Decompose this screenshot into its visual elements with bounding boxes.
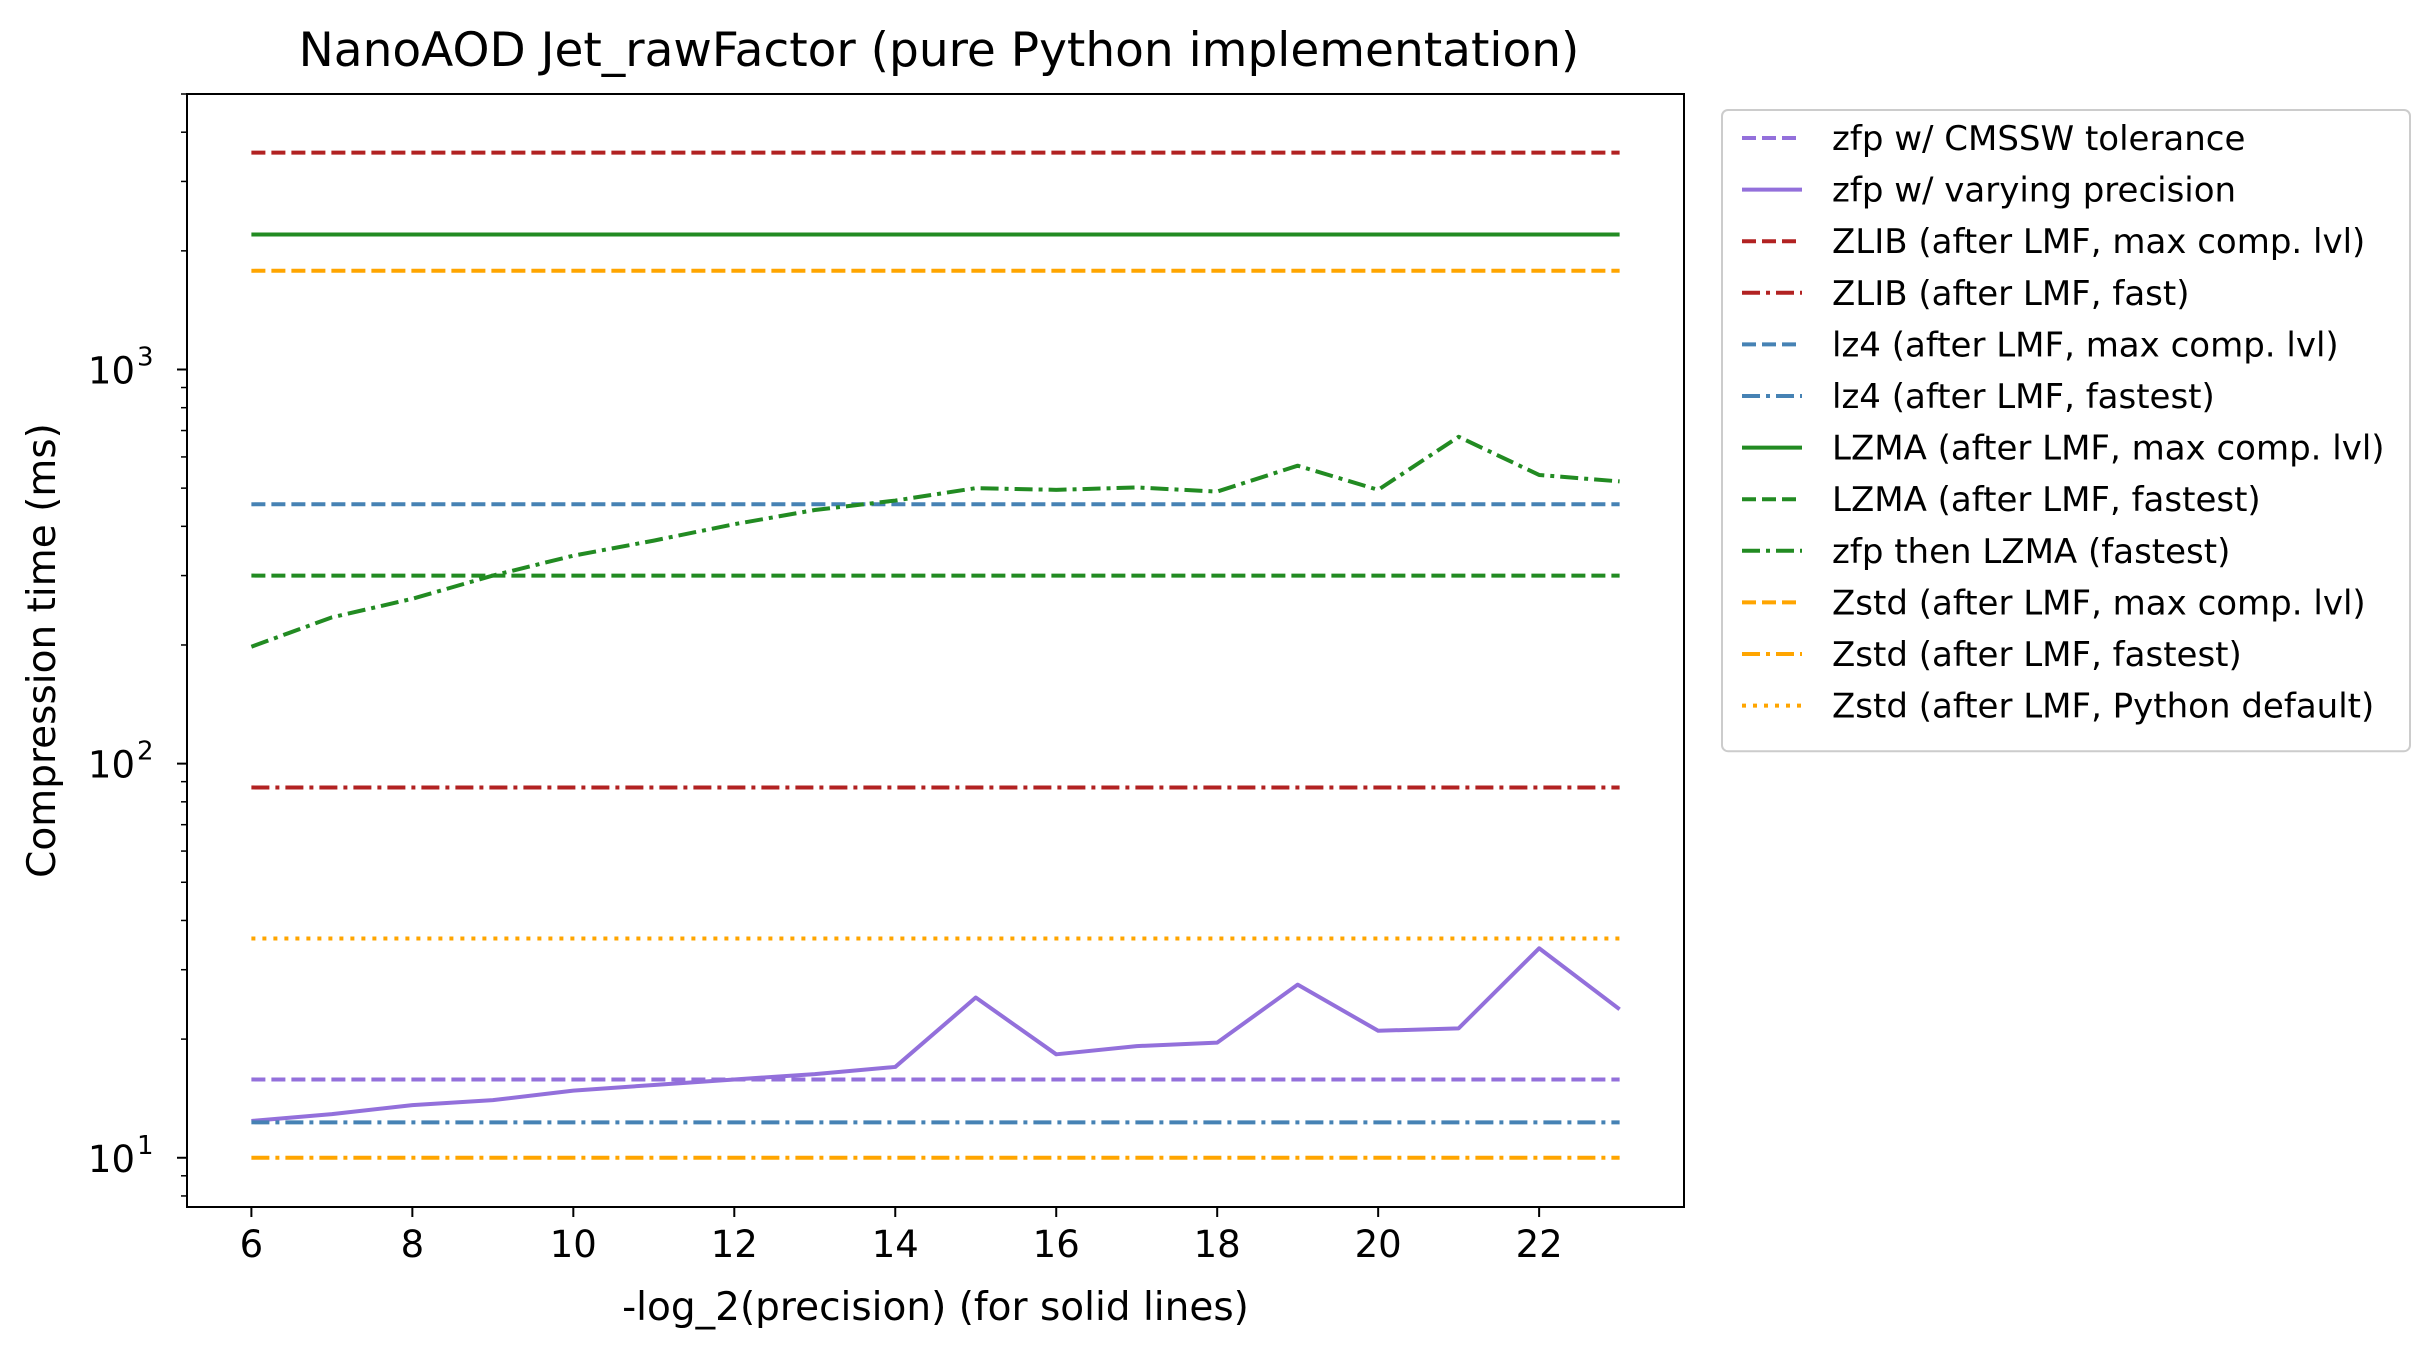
x-axis-label: -log_2(precision) (for solid lines) [622, 1285, 1249, 1330]
y-tick-label: 10 [88, 349, 135, 392]
legend-label: ZLIB (after LMF, fast) [1832, 274, 2189, 314]
legend: zfp w/ CMSSW tolerance zfp w/ varying pre… [1721, 109, 2411, 753]
y-tick-label: 10 [88, 744, 135, 787]
plot-area [250, 150, 1621, 1160]
legend-label: lz4 (after LMF, max comp. lvl) [1832, 325, 2339, 365]
legend-label: Zstd (after LMF, fastest) [1832, 635, 2242, 675]
x-tick-label: 14 [872, 1223, 919, 1266]
legend-label: zfp w/ CMSSW tolerance [1832, 119, 2245, 159]
y-axis-label: Compression time (ms) [20, 423, 65, 878]
legend-label: lz4 (after LMF, fastest) [1832, 377, 2215, 417]
x-tick-label: 22 [1516, 1223, 1563, 1266]
series-line-2 [251, 946, 1621, 1123]
legend-label: Zstd (after LMF, Python default) [1832, 687, 2374, 727]
legend-label: LZMA (after LMF, fastest) [1832, 480, 2261, 520]
x-tick-label: 18 [1194, 1223, 1241, 1266]
y-tick-exponent: 1 [137, 1131, 154, 1161]
y-tick-label: 10 [88, 1138, 135, 1181]
x-tick-label: 12 [711, 1223, 758, 1266]
legend-label: zfp w/ varying precision [1832, 171, 2236, 211]
y-tick-exponent: 3 [137, 342, 154, 372]
x-axis-ticks: 6 8 10 12 14 16 18 20 22 [240, 1207, 1563, 1266]
plot-frame [186, 93, 1685, 1208]
x-tick-label: 20 [1355, 1223, 1402, 1266]
legend-label: Zstd (after LMF, max comp. lvl) [1832, 583, 2366, 623]
x-tick-label: 8 [401, 1223, 425, 1266]
legend-label: LZMA (after LMF, max comp. lvl) [1832, 429, 2385, 469]
legend-label: ZLIB (after LMF, max comp. lvl) [1832, 222, 2365, 262]
series-line-9 [250, 434, 1620, 649]
chart-title: NanoAOD Jet_rawFactor (pure Python imple… [299, 23, 1580, 78]
legend-label: zfp then LZMA (fastest) [1832, 532, 2230, 572]
legend-frame [1721, 109, 2411, 753]
y-tick-exponent: 2 [137, 737, 154, 767]
x-tick-label: 6 [240, 1223, 264, 1266]
x-tick-label: 10 [550, 1223, 597, 1266]
x-tick-label: 16 [1033, 1223, 1080, 1266]
